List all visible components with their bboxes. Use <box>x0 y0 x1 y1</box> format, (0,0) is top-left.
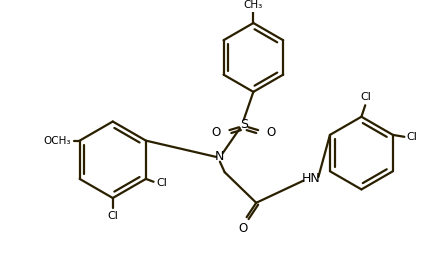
Text: O: O <box>266 126 275 139</box>
Text: Cl: Cl <box>360 92 371 102</box>
Text: CH₃: CH₃ <box>243 0 263 10</box>
Text: Cl: Cl <box>107 211 118 221</box>
Text: O: O <box>211 126 220 139</box>
Text: Cl: Cl <box>405 132 416 142</box>
Text: O: O <box>238 222 247 235</box>
Text: Cl: Cl <box>156 178 167 188</box>
Text: S: S <box>239 118 247 131</box>
Text: N: N <box>215 150 224 163</box>
Text: OCH₃: OCH₃ <box>43 136 71 146</box>
Text: HN: HN <box>301 172 319 185</box>
